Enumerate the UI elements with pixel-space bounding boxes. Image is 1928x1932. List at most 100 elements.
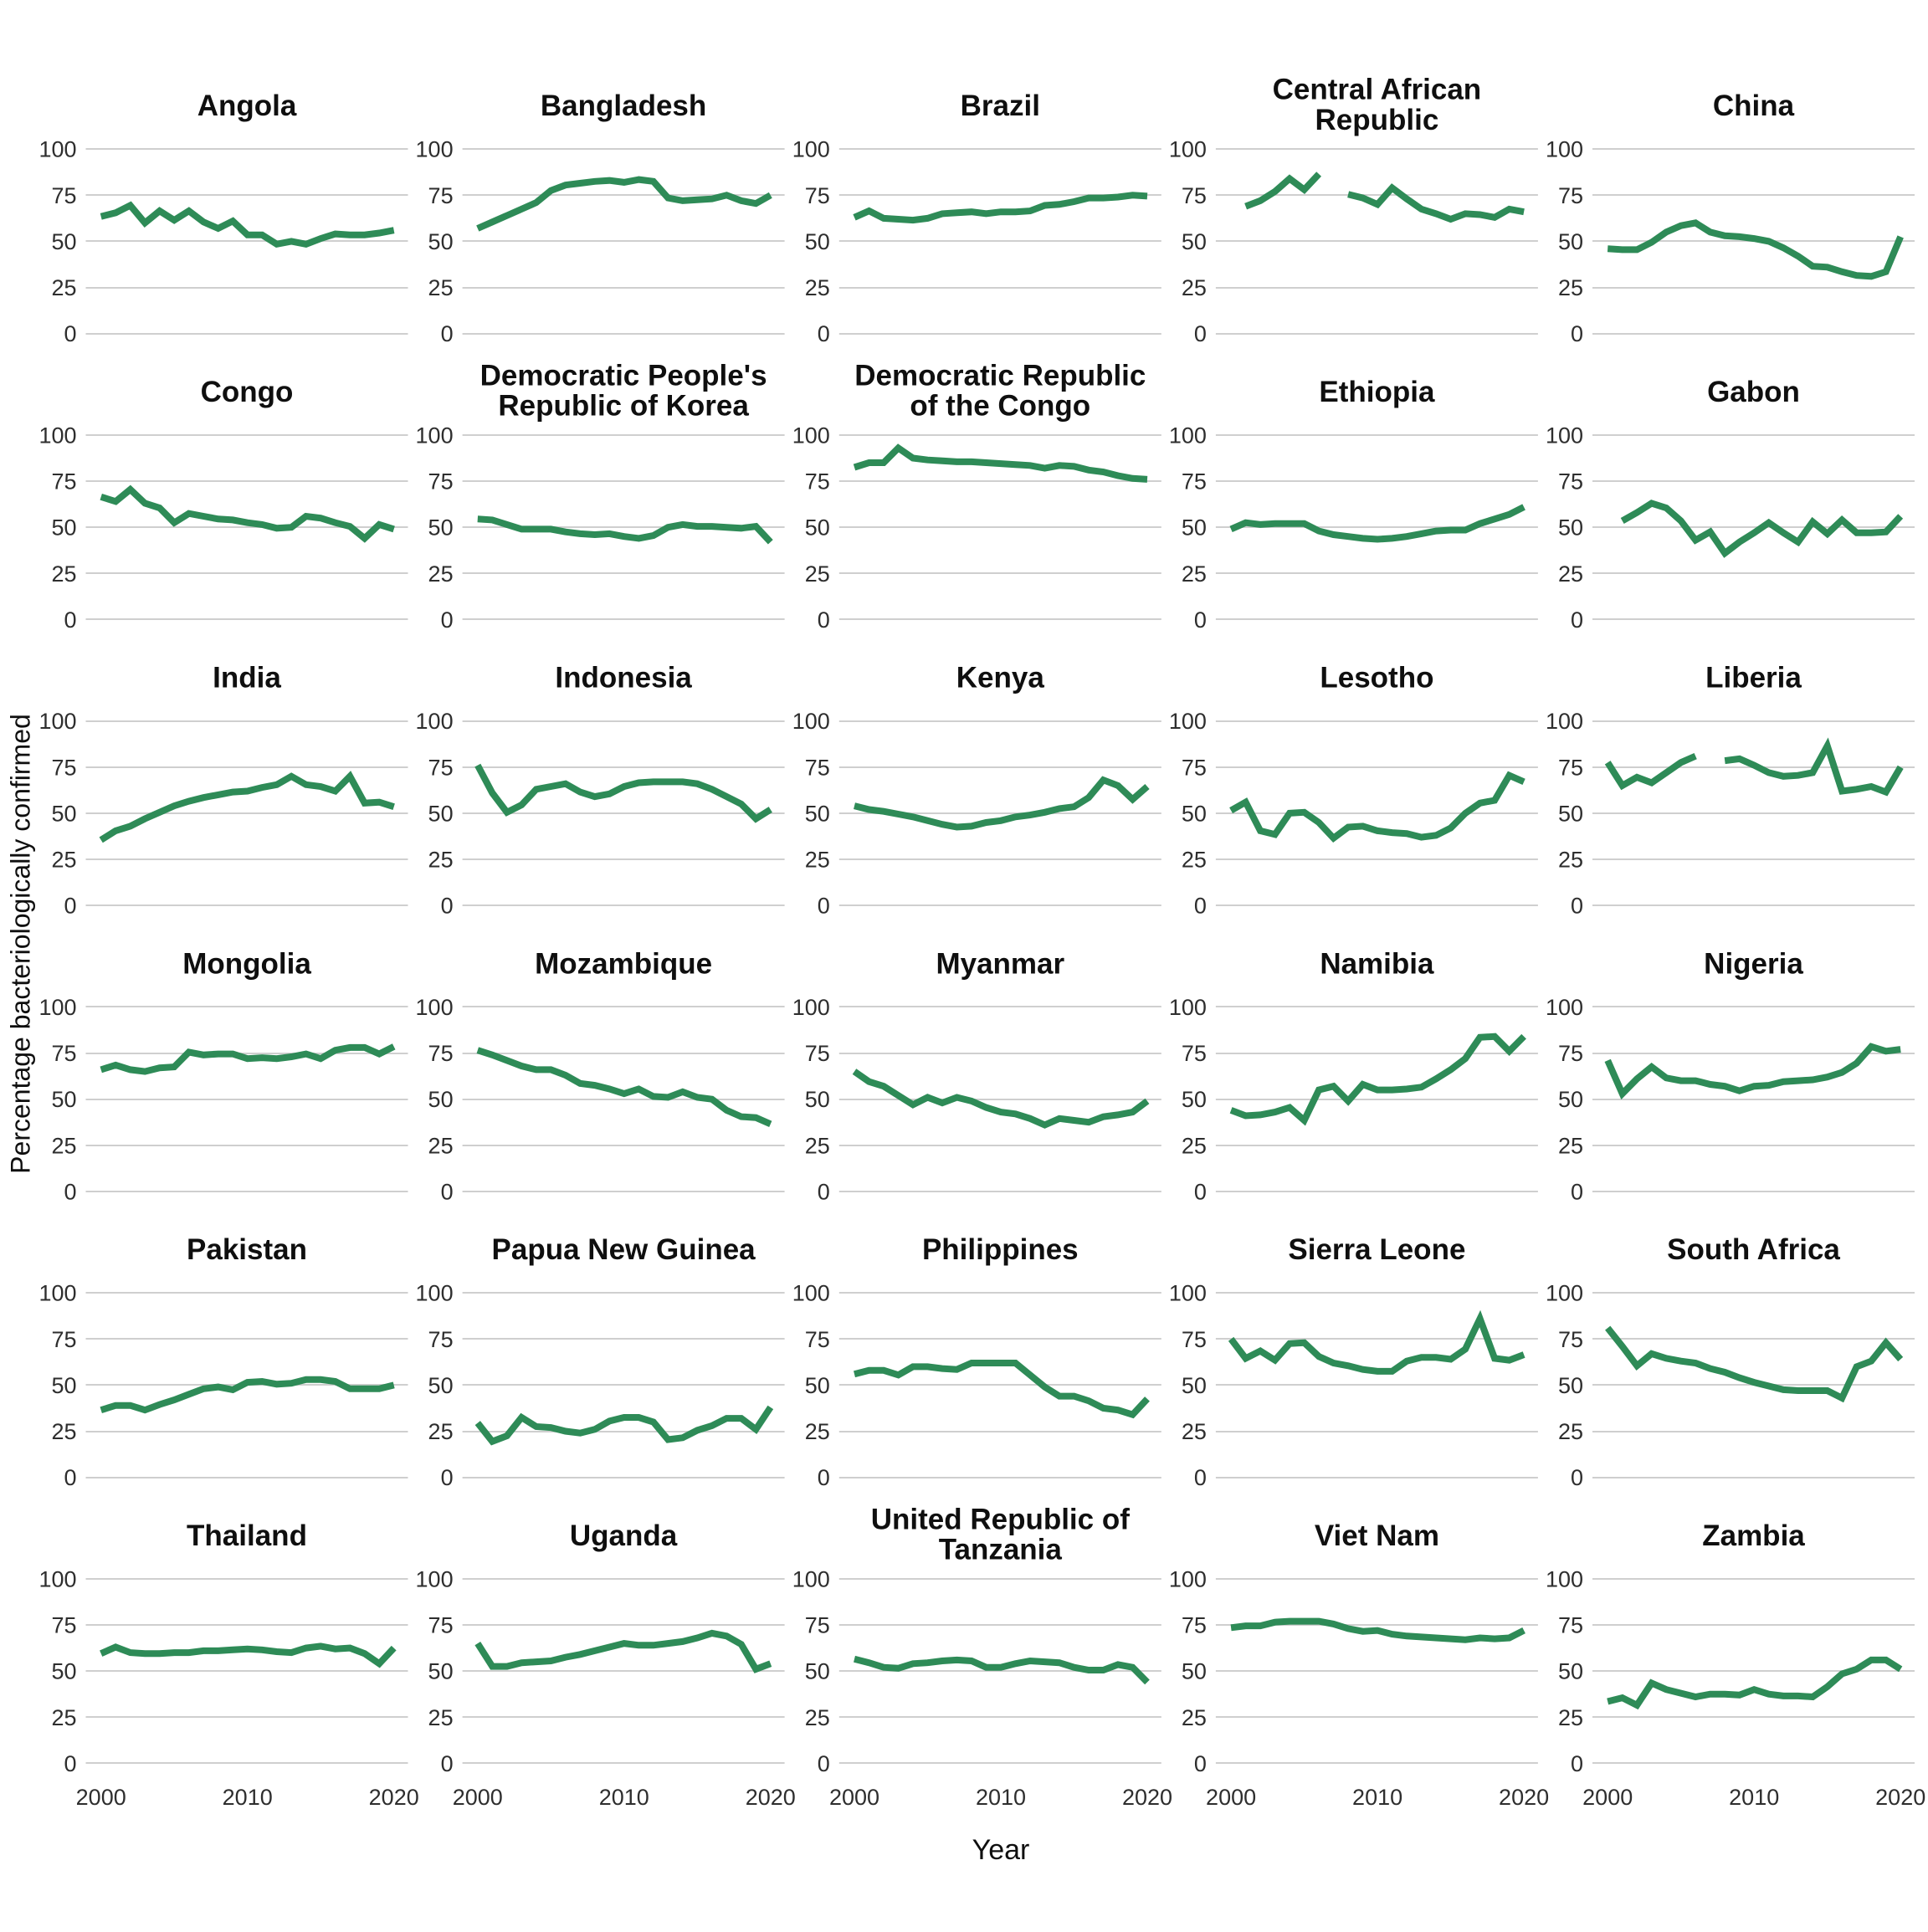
svg-text:100: 100 [1169,1281,1207,1306]
svg-text:100: 100 [792,423,830,448]
svg-text:2020: 2020 [1875,1785,1925,1810]
svg-text:25: 25 [428,1705,454,1730]
svg-text:50: 50 [805,229,830,254]
svg-text:Tanzania: Tanzania [939,1534,1063,1566]
svg-text:50: 50 [51,1087,76,1112]
svg-text:25: 25 [1558,561,1583,587]
svg-text:50: 50 [51,801,76,826]
svg-text:2020: 2020 [369,1785,419,1810]
svg-text:of the Congo: of the Congo [910,390,1090,423]
svg-text:100: 100 [792,137,830,162]
svg-text:Sierra Leone: Sierra Leone [1288,1233,1465,1266]
svg-text:Percentage bacteriologically c: Percentage bacteriologically confirmed [6,714,36,1174]
svg-text:Republic: Republic [1315,104,1439,136]
svg-text:100: 100 [416,1281,454,1306]
svg-text:0: 0 [1571,894,1583,919]
svg-text:75: 75 [1558,755,1583,780]
svg-text:100: 100 [1546,709,1583,734]
svg-text:75: 75 [805,183,830,208]
svg-text:Namibia: Namibia [1320,947,1434,980]
svg-text:25: 25 [51,1419,76,1444]
svg-text:75: 75 [805,1613,830,1638]
svg-text:Democratic Republic: Democratic Republic [854,359,1146,392]
svg-text:25: 25 [1558,1419,1583,1444]
svg-text:50: 50 [805,801,830,826]
svg-text:50: 50 [1558,229,1583,254]
svg-text:50: 50 [1558,1087,1583,1112]
svg-text:0: 0 [1571,1465,1583,1490]
svg-text:Central African: Central African [1273,74,1482,106]
svg-text:0: 0 [1194,321,1207,346]
svg-text:South Africa: South Africa [1667,1233,1840,1266]
svg-text:100: 100 [792,709,830,734]
svg-text:100: 100 [416,709,454,734]
svg-text:25: 25 [1182,1419,1207,1444]
svg-text:50: 50 [805,1373,830,1398]
svg-text:75: 75 [805,1041,830,1066]
svg-text:50: 50 [1182,1087,1207,1112]
svg-text:25: 25 [1182,1133,1207,1158]
svg-text:Brazil: Brazil [961,90,1040,122]
svg-text:Lesotho: Lesotho [1320,662,1433,694]
svg-text:25: 25 [1558,275,1583,300]
svg-text:50: 50 [1558,1659,1583,1684]
svg-text:0: 0 [1194,1751,1207,1776]
svg-text:Indonesia: Indonesia [555,662,692,694]
svg-text:25: 25 [51,1133,76,1158]
svg-text:0: 0 [818,1465,830,1490]
svg-text:Republic of Korea: Republic of Korea [498,390,749,423]
svg-text:25: 25 [428,561,454,587]
svg-text:25: 25 [1182,848,1207,873]
svg-text:100: 100 [792,1281,830,1306]
svg-text:0: 0 [64,894,76,919]
svg-text:50: 50 [428,229,454,254]
svg-text:75: 75 [428,1327,454,1352]
svg-text:100: 100 [792,995,830,1020]
svg-text:50: 50 [1558,515,1583,541]
svg-text:Mongolia: Mongolia [182,947,311,980]
svg-text:0: 0 [64,1179,76,1204]
svg-text:50: 50 [428,801,454,826]
svg-text:75: 75 [51,183,76,208]
svg-text:75: 75 [51,755,76,780]
svg-text:25: 25 [805,1705,830,1730]
svg-text:100: 100 [416,423,454,448]
svg-text:50: 50 [1182,1373,1207,1398]
svg-text:Pakistan: Pakistan [187,1233,307,1266]
svg-text:2010: 2010 [599,1785,649,1810]
svg-text:50: 50 [428,1087,454,1112]
svg-text:25: 25 [51,848,76,873]
svg-text:2000: 2000 [1582,1785,1633,1810]
svg-text:100: 100 [1169,1566,1207,1591]
svg-text:25: 25 [1182,561,1207,587]
svg-text:100: 100 [416,995,454,1020]
svg-text:25: 25 [1558,848,1583,873]
svg-text:100: 100 [1169,137,1207,162]
svg-text:0: 0 [1571,1179,1583,1204]
svg-text:0: 0 [818,1179,830,1204]
svg-text:25: 25 [1558,1133,1583,1158]
svg-text:0: 0 [441,1179,454,1204]
svg-text:50: 50 [428,1659,454,1684]
svg-text:100: 100 [792,1566,830,1591]
svg-text:0: 0 [1571,607,1583,633]
svg-text:Ethiopia: Ethiopia [1319,376,1435,408]
svg-text:100: 100 [38,709,76,734]
svg-text:2000: 2000 [1206,1785,1256,1810]
svg-text:Democratic People's: Democratic People's [480,359,767,392]
svg-text:50: 50 [1558,801,1583,826]
svg-text:75: 75 [1182,469,1207,495]
svg-text:50: 50 [51,1659,76,1684]
svg-text:Gabon: Gabon [1707,376,1800,408]
svg-text:75: 75 [1182,1041,1207,1066]
svg-text:Year: Year [972,1834,1030,1866]
svg-text:United Republic of: United Republic of [871,1503,1131,1535]
svg-text:China: China [1713,90,1795,122]
svg-text:100: 100 [38,1566,76,1591]
svg-text:India: India [213,662,281,694]
svg-text:0: 0 [1194,894,1207,919]
svg-text:75: 75 [805,1327,830,1352]
svg-text:25: 25 [805,561,830,587]
svg-text:0: 0 [818,894,830,919]
svg-text:0: 0 [441,321,454,346]
